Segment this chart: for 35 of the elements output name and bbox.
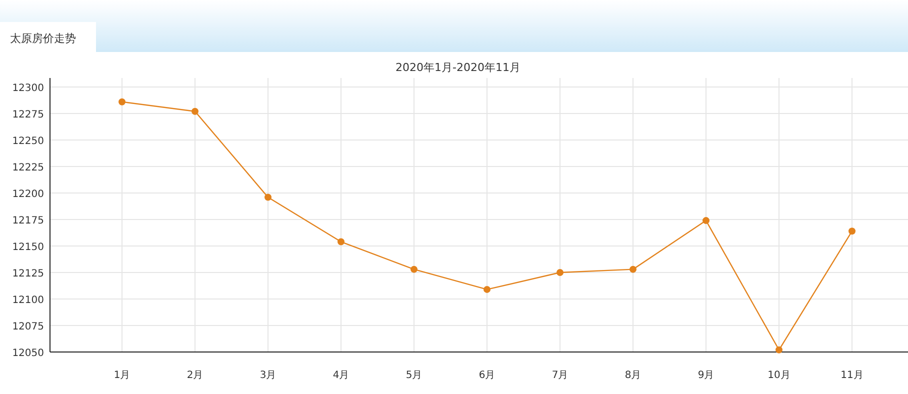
x-tick-label: 1月 xyxy=(114,370,130,381)
x-tick-label: 4月 xyxy=(332,370,350,381)
point xyxy=(702,217,710,224)
x-tick-label: 7月 xyxy=(552,370,568,381)
y-tick-label: 12300 xyxy=(12,83,44,94)
x-tick-label: 3月 xyxy=(260,370,276,381)
y-tick-label: 12150 xyxy=(12,242,44,253)
y-tick-label: 12250 xyxy=(12,136,44,147)
point xyxy=(556,269,564,276)
point xyxy=(484,286,490,293)
x-tick-label: 9月 xyxy=(698,370,714,381)
y-tick-label: 12225 xyxy=(12,162,44,174)
y-tick-label: 12275 xyxy=(12,110,44,120)
point xyxy=(264,194,272,201)
x-tick-label: 8月 xyxy=(624,370,642,381)
point xyxy=(630,266,636,273)
point xyxy=(192,108,198,115)
point xyxy=(118,98,126,106)
y-tick-label: 12200 xyxy=(12,189,44,200)
chart-subtitle: 2020年1月-2020年11月 xyxy=(396,61,520,74)
point xyxy=(776,346,782,354)
y-tick-label: 12125 xyxy=(12,268,44,280)
x-tick-label: 10月 xyxy=(768,370,790,381)
x-tick-label: 6月 xyxy=(478,370,496,381)
point xyxy=(410,266,418,273)
y-tick-label: 12100 xyxy=(12,295,44,306)
chart-title: 太原房价走势 xyxy=(10,32,76,45)
x-tick-label: 11月 xyxy=(840,370,864,381)
point xyxy=(338,238,344,246)
y-tick-label: 12050 xyxy=(12,348,44,359)
point xyxy=(848,228,856,235)
x-tick-label: 5月 xyxy=(406,370,422,381)
y-tick-label: 12075 xyxy=(12,322,44,332)
y-tick-label: 12175 xyxy=(12,216,44,226)
x-tick-label: 2月 xyxy=(186,370,204,381)
